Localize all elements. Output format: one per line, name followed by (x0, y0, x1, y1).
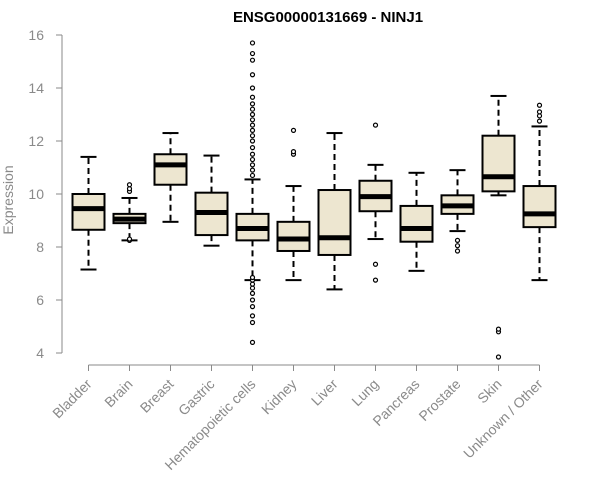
outlier-lung-0 (372, 277, 379, 283)
outlier-hematopoietic-cells-14 (249, 151, 256, 157)
x-tick-label-liver: Liver (308, 376, 341, 409)
outlier-hematopoietic-cells-27 (249, 57, 256, 63)
x-tick-label-skin: Skin (474, 376, 505, 407)
y-tick-label-6: 6 (36, 292, 44, 308)
y-axis-label: Expression (0, 165, 16, 234)
outlier-hematopoietic-cells-2 (249, 313, 256, 319)
outlier-hematopoietic-cells-18 (249, 127, 256, 133)
outlier-hematopoietic-cells-21 (249, 111, 256, 118)
outlier-kidney-1 (290, 149, 297, 155)
outlier-brain-4 (126, 182, 133, 188)
x-tick-label-lung: Lung (348, 376, 381, 409)
outlier-hematopoietic-cells-29 (249, 40, 256, 46)
box-pancreas (399, 171, 434, 272)
y-tick-label-16: 16 (28, 27, 44, 43)
box-hematopoietic-cells (235, 40, 270, 345)
box-unknown-other (522, 102, 557, 282)
y-axis: 4 6 8 10 12 14 16 (28, 27, 63, 361)
outlier-hematopoietic-cells-23 (249, 101, 256, 107)
y-tick-label-14: 14 (28, 80, 44, 96)
x-tick-label-prostate: Prostate (415, 376, 463, 424)
outlier-hematopoietic-cells-11 (249, 167, 256, 173)
outlier-hematopoietic-cells-19 (249, 122, 256, 128)
box-lung (358, 122, 393, 283)
box-brain (112, 182, 147, 243)
box-body-liver (317, 189, 352, 256)
outlier-hematopoietic-cells-5 (249, 290, 256, 296)
outlier-prostate-2 (454, 237, 461, 243)
outlier-hematopoietic-cells-20 (249, 117, 256, 123)
outlier-prostate-1 (454, 243, 461, 249)
y-tick-label-12: 12 (28, 133, 44, 149)
box-body-kidney (276, 220, 311, 252)
box-kidney (276, 127, 311, 282)
box-prostate (440, 169, 475, 254)
outlier-brain-1 (126, 236, 133, 242)
outlier-lung-2 (372, 122, 379, 128)
outlier-kidney-2 (290, 127, 297, 133)
outlier-skin-0 (495, 354, 502, 360)
box-skin (481, 94, 516, 360)
box-breast (153, 132, 188, 223)
outlier-hematopoietic-cells-1 (249, 319, 256, 326)
y-tick-label-8: 8 (36, 239, 44, 255)
box-body-unknown-other (522, 185, 557, 229)
outlier-hematopoietic-cells-4 (249, 297, 256, 303)
outlier-hematopoietic-cells-9 (249, 274, 256, 281)
outlier-unknown-other-3 (536, 102, 543, 108)
x-tick-label-brain: Brain (101, 376, 135, 410)
boxes-group (71, 40, 557, 360)
outlier-hematopoietic-cells-17 (249, 133, 256, 139)
outlier-prostate-0 (454, 248, 461, 254)
outlier-lung-1 (372, 261, 379, 267)
box-body-skin (481, 134, 516, 193)
outlier-hematopoietic-cells-12 (249, 162, 256, 168)
y-tick-label-4: 4 (36, 345, 44, 361)
outlier-hematopoietic-cells-15 (249, 145, 256, 151)
chart-title: ENSG00000131669 - NINJ1 (233, 9, 423, 26)
outlier-hematopoietic-cells-3 (249, 304, 256, 310)
outlier-hematopoietic-cells-16 (249, 138, 256, 144)
box-body-bladder (71, 193, 106, 231)
x-tick-label-bladder: Bladder (49, 376, 95, 422)
outlier-unknown-other-2 (536, 109, 543, 115)
box-body-breast (153, 153, 188, 186)
box-bladder (71, 155, 106, 271)
outlier-unknown-other-0 (536, 118, 543, 124)
box-body-pancreas (399, 204, 434, 243)
x-tick-label-breast: Breast (137, 376, 177, 416)
outlier-hematopoietic-cells-25 (249, 85, 256, 91)
x-tick-label-kidney: Kidney (258, 376, 300, 418)
outlier-skin-2 (495, 326, 502, 332)
y-tick-label-10: 10 (28, 186, 44, 202)
outlier-hematopoietic-cells-13 (249, 156, 256, 163)
outlier-hematopoietic-cells-0 (249, 339, 256, 345)
box-liver (317, 132, 352, 291)
outlier-hematopoietic-cells-26 (249, 72, 256, 78)
outlier-hematopoietic-cells-24 (249, 94, 256, 100)
box-gastric (194, 154, 229, 247)
outlier-hematopoietic-cells-22 (249, 106, 256, 112)
outlier-hematopoietic-cells-10 (249, 172, 256, 179)
outlier-hematopoietic-cells-28 (249, 50, 256, 57)
